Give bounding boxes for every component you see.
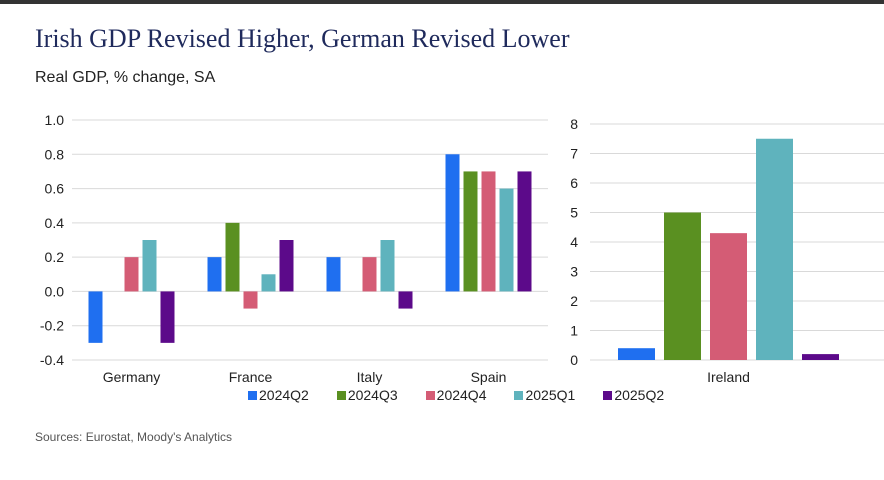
legend-item-2024q4: 2024Q4 [425, 387, 487, 403]
left-categories: Germany France Italy Spain [103, 369, 507, 385]
right-categories: Ireland [707, 369, 750, 385]
bar-italy-2025q1 [380, 240, 395, 292]
bar-spain-2025q2 [517, 171, 532, 292]
y-tick-label: 0.0 [45, 283, 65, 299]
legend-swatch [514, 390, 524, 400]
bar-ireland-2025q1 [756, 138, 793, 360]
bar-france-2025q1 [261, 274, 276, 292]
bar-ireland-2024q3 [664, 212, 701, 360]
legend-swatch [603, 390, 613, 400]
y-tick-label: 0.2 [45, 249, 65, 265]
right-bars [618, 138, 839, 360]
legend-item-2024q3: 2024Q3 [336, 387, 398, 403]
y-tick-label: 6 [570, 175, 578, 191]
legend-label: 2024Q2 [259, 387, 309, 403]
bar-ireland-2024q4 [710, 233, 747, 360]
bar-france-2024q3 [225, 222, 240, 292]
y-tick-label: 0.8 [45, 146, 65, 162]
bar-ireland-2025q2 [802, 354, 839, 360]
bar-italy-2024q2 [326, 257, 341, 292]
legend-swatch [336, 390, 346, 400]
y-tick-label: 2 [570, 293, 578, 309]
category-label-spain: Spain [471, 369, 507, 385]
source-note: Sources: Eurostat, Moody's Analytics [35, 430, 233, 444]
right-y-ticks: 0 1 2 3 4 5 6 7 8 [570, 116, 578, 368]
category-label-ireland: Ireland [707, 369, 750, 385]
bar-france-2024q2 [207, 257, 222, 292]
bar-italy-2024q4 [362, 257, 377, 292]
bar-germany-2025q1 [142, 240, 157, 292]
legend-swatch [248, 390, 257, 400]
bar-spain-2024q4 [481, 171, 496, 292]
legend-item-2025q2: 2025Q2 [603, 387, 664, 403]
category-label-germany: Germany [103, 369, 161, 385]
bar-france-2025q2 [279, 240, 294, 292]
y-tick-label: 0 [570, 352, 578, 368]
legend-label: 2024Q4 [436, 387, 487, 403]
bar-spain-2024q3 [463, 171, 478, 292]
legend-label: 2024Q3 [347, 387, 398, 403]
y-tick-label: 5 [570, 205, 578, 221]
bar-spain-2024q2 [445, 154, 460, 292]
y-tick-label: 8 [570, 116, 578, 132]
y-tick-label: 1 [570, 323, 578, 339]
bar-germany-2024q2 [88, 291, 103, 343]
bar-germany-2025q2 [160, 291, 175, 343]
y-tick-label: 1.0 [45, 112, 65, 128]
y-tick-label: -0.4 [40, 352, 64, 368]
y-tick-label: -0.2 [40, 318, 64, 334]
legend: 2024Q2 2024Q3 2024Q4 2025Q1 2025Q2 [248, 387, 692, 403]
bar-france-2024q4 [243, 291, 258, 309]
chart-subtitle: Real GDP, % change, SA [35, 69, 216, 86]
bar-ireland-2024q2 [618, 348, 655, 360]
top-border [0, 0, 884, 4]
bar-spain-2025q1 [499, 188, 514, 292]
category-label-france: France [229, 369, 273, 385]
y-tick-label: 0.4 [45, 215, 65, 231]
legend-swatch [425, 390, 435, 400]
legend-label: 2025Q2 [614, 387, 665, 403]
y-tick-label: 3 [570, 264, 578, 280]
legend-item-2024q2: 2024Q2 [248, 387, 309, 403]
legend-label: 2025Q1 [525, 387, 576, 403]
bar-italy-2025q2 [398, 291, 413, 309]
left-bars [88, 154, 532, 343]
left-y-ticks: -0.4 -0.2 0.0 0.2 0.4 0.6 0.8 1.0 [40, 112, 64, 368]
y-tick-label: 4 [570, 234, 578, 250]
y-tick-label: 7 [570, 146, 578, 162]
chart-title: Irish GDP Revised Higher, German Revised… [35, 24, 570, 53]
legend-item-2025q1: 2025Q1 [514, 387, 575, 403]
y-tick-label: 0.6 [45, 181, 65, 197]
bar-germany-2024q4 [124, 257, 139, 292]
category-label-italy: Italy [357, 369, 383, 385]
